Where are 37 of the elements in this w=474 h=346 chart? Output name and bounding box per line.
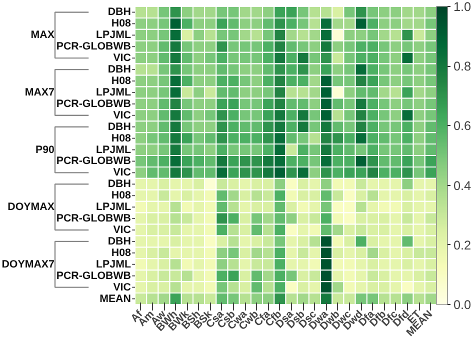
color-bar-label: 0.8	[454, 60, 472, 74]
y-tick-label: PCR-GLOBWB	[56, 212, 132, 225]
y-tick-label: PCR-GLOBWB	[56, 270, 132, 282]
text: MAX7	[24, 86, 54, 98]
text: MAX	[30, 29, 56, 42]
y-tick-label: H08	[111, 190, 132, 202]
text: DOYMAX7	[2, 258, 54, 270]
y-tick-label: DBH	[108, 235, 131, 248]
y-tick-label: DBH	[108, 64, 131, 76]
color-bar-label: 0.4	[454, 178, 472, 193]
y-tick-label: MEAN	[100, 292, 131, 305]
y-tick-label: DBH	[108, 120, 131, 133]
color-bar-label: 0.0	[454, 298, 472, 312]
y-tick-label: H08	[111, 246, 132, 259]
y-tick-label: VIC	[113, 224, 132, 236]
y-tick-label: VIC	[113, 166, 132, 179]
y-tick-label: LPJML	[96, 29, 132, 42]
text: P90	[35, 144, 54, 156]
y-tick-label: H08	[111, 132, 132, 144]
y-tick-label: LPJML	[96, 258, 132, 270]
y-tick-label: PCR-GLOBWB	[56, 155, 132, 168]
y-tick-label: VIC	[113, 52, 132, 64]
y-tick-label: PCR-GLOBWB	[56, 40, 132, 53]
y-tick-label: LPJML	[96, 144, 132, 156]
y-tick-label: DBH	[108, 178, 131, 190]
y-tick-label: VIC	[113, 281, 132, 294]
color-bar-label: 1.0	[454, 0, 472, 14]
y-tick-label: LPJML	[96, 86, 132, 98]
y-tick-label: H08	[111, 75, 132, 87]
color-bar-label: 0.2	[454, 238, 472, 252]
y-tick-label: H08	[111, 18, 132, 30]
y-tick-label: DBH	[108, 6, 131, 18]
color-bar-label: 0.6	[454, 119, 472, 134]
y-tick-label: VIC	[113, 109, 132, 122]
y-tick-label: LPJML	[96, 201, 132, 214]
y-tick-label: PCR-GLOBWB	[56, 98, 132, 110]
text: DOYMAX	[8, 201, 56, 214]
